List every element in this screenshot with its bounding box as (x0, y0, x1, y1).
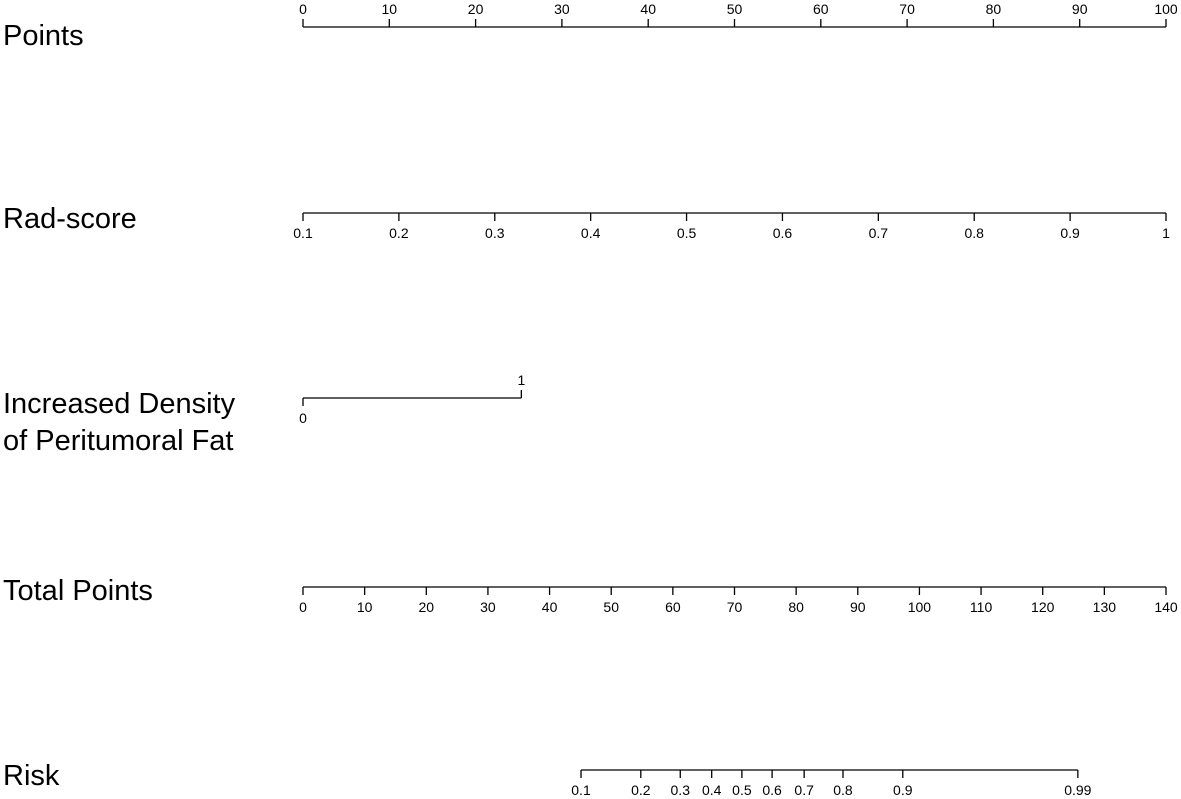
tick-label: 80 (788, 599, 804, 615)
row-label: Risk (3, 760, 60, 792)
tick-label: 0.9 (1060, 225, 1080, 241)
tick-label: 40 (542, 599, 558, 615)
tick-label: 110 (970, 599, 993, 615)
tick-label: 0.1 (571, 782, 591, 798)
tick-label: 70 (727, 599, 743, 615)
tick-label: 100 (908, 599, 932, 615)
tick-label: 1 (517, 372, 525, 388)
tick-label: 0.8 (964, 225, 984, 241)
tick-label: 30 (554, 1, 570, 17)
tick-label: 0.99 (1064, 782, 1091, 798)
tick-label: 0.9 (893, 782, 913, 798)
tick-label: 0.1 (293, 225, 313, 241)
tick-label: 0.7 (794, 782, 814, 798)
tick-label: 130 (1093, 599, 1117, 615)
tick-label: 100 (1154, 1, 1178, 17)
tick-label: 80 (986, 1, 1002, 17)
tick-label: 0.3 (485, 225, 505, 241)
tick-label: 0.2 (631, 782, 651, 798)
tick-label: 50 (603, 599, 619, 615)
row-label: Rad-score (3, 203, 137, 235)
row-label: of Peritumoral Fat (3, 425, 233, 457)
tick-label: 70 (899, 1, 915, 17)
tick-label: 50 (727, 1, 743, 17)
tick-label: 0 (299, 410, 307, 426)
tick-label: 0 (299, 599, 307, 615)
row-label: Total Points (3, 575, 153, 607)
tick-label: 0.8 (833, 782, 853, 798)
tick-label: 0 (299, 1, 307, 17)
tick-label: 1 (1162, 225, 1170, 241)
tick-label: 0.7 (869, 225, 889, 241)
tick-label: 120 (1031, 599, 1055, 615)
row-label: Increased Density (3, 388, 236, 420)
tick-label: 20 (468, 1, 484, 17)
tick-label: 0.5 (677, 225, 697, 241)
tick-label: 0.4 (581, 225, 601, 241)
tick-label: 40 (640, 1, 656, 17)
tick-label: 60 (813, 1, 829, 17)
tick-label: 60 (665, 599, 681, 615)
tick-label: 20 (418, 599, 434, 615)
tick-label: 0.6 (762, 782, 782, 798)
tick-label: 90 (1072, 1, 1088, 17)
row-label: Points (3, 20, 84, 52)
tick-label: 140 (1154, 599, 1178, 615)
tick-label: 10 (382, 1, 398, 17)
tick-label: 0.4 (702, 782, 722, 798)
tick-label: 0.3 (671, 782, 691, 798)
tick-label: 0.2 (389, 225, 409, 241)
tick-label: 0.6 (773, 225, 793, 241)
tick-label: 90 (850, 599, 866, 615)
tick-label: 0.5 (732, 782, 752, 798)
tick-label: 10 (357, 599, 373, 615)
tick-label: 30 (480, 599, 496, 615)
